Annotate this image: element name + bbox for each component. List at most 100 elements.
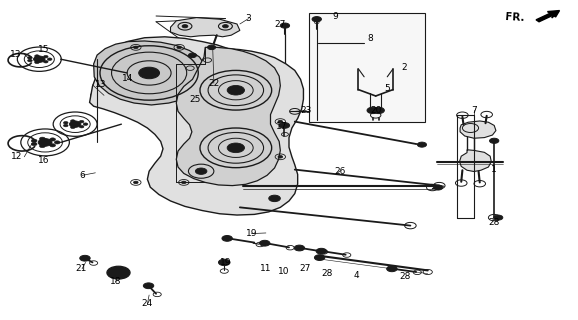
Circle shape — [134, 46, 138, 49]
Circle shape — [227, 143, 244, 153]
Text: 3: 3 — [246, 14, 251, 23]
Circle shape — [223, 25, 228, 28]
Text: 13: 13 — [95, 80, 107, 89]
Circle shape — [83, 123, 88, 125]
Circle shape — [31, 139, 37, 142]
Text: 23: 23 — [301, 106, 312, 115]
Text: 1: 1 — [491, 165, 497, 174]
Circle shape — [188, 53, 197, 58]
Circle shape — [71, 120, 75, 122]
Text: 22: 22 — [208, 79, 220, 88]
Circle shape — [31, 142, 37, 146]
Circle shape — [38, 139, 52, 146]
Circle shape — [490, 138, 499, 143]
Text: 7: 7 — [471, 106, 477, 115]
Circle shape — [294, 245, 305, 251]
FancyArrow shape — [536, 11, 560, 22]
Circle shape — [34, 56, 45, 62]
Circle shape — [227, 85, 244, 95]
Circle shape — [278, 156, 283, 158]
Circle shape — [39, 144, 45, 148]
Text: 14: 14 — [121, 74, 133, 83]
Text: 19: 19 — [246, 229, 257, 238]
Circle shape — [260, 240, 270, 246]
Circle shape — [279, 123, 290, 128]
Text: 28: 28 — [321, 269, 332, 278]
Circle shape — [50, 138, 55, 141]
Text: 20: 20 — [370, 106, 381, 115]
Circle shape — [47, 58, 52, 60]
Text: 6: 6 — [79, 171, 85, 180]
Circle shape — [314, 255, 325, 260]
Text: 21: 21 — [75, 264, 87, 273]
Text: 26: 26 — [334, 167, 346, 176]
Text: 11: 11 — [260, 264, 272, 273]
Circle shape — [116, 271, 121, 274]
Bar — [309, 13, 425, 122]
Circle shape — [112, 269, 125, 276]
Polygon shape — [460, 121, 496, 138]
Text: 19: 19 — [220, 258, 231, 267]
Circle shape — [278, 120, 283, 123]
Circle shape — [218, 259, 230, 266]
Text: 10: 10 — [277, 268, 289, 276]
Text: 15: 15 — [38, 45, 49, 54]
Text: 16: 16 — [38, 156, 49, 164]
Text: 12: 12 — [10, 152, 22, 161]
Text: 27: 27 — [275, 20, 286, 29]
Circle shape — [35, 55, 39, 57]
Circle shape — [222, 236, 232, 241]
Circle shape — [312, 17, 321, 22]
Circle shape — [80, 255, 90, 261]
Text: 27: 27 — [299, 264, 310, 273]
Circle shape — [50, 144, 55, 147]
Text: 28: 28 — [488, 218, 500, 227]
Text: 18: 18 — [110, 277, 121, 286]
Circle shape — [139, 67, 160, 79]
Text: 5: 5 — [384, 84, 390, 92]
Circle shape — [79, 125, 84, 128]
Circle shape — [208, 45, 216, 50]
Circle shape — [177, 46, 181, 49]
Circle shape — [35, 61, 39, 64]
Circle shape — [69, 121, 81, 127]
Circle shape — [143, 283, 154, 289]
Circle shape — [43, 55, 48, 58]
Circle shape — [107, 266, 130, 279]
Circle shape — [54, 141, 60, 144]
Text: 17: 17 — [276, 122, 288, 131]
Circle shape — [434, 185, 443, 190]
Circle shape — [64, 122, 68, 124]
Text: 2: 2 — [402, 63, 407, 72]
Circle shape — [280, 23, 290, 28]
Circle shape — [79, 120, 84, 123]
Circle shape — [71, 126, 75, 129]
Circle shape — [64, 124, 68, 127]
Circle shape — [28, 57, 32, 59]
Circle shape — [417, 142, 427, 147]
Text: 28: 28 — [399, 272, 410, 281]
Text: 25: 25 — [190, 95, 201, 104]
Circle shape — [387, 266, 397, 272]
Circle shape — [494, 215, 503, 220]
Circle shape — [316, 248, 327, 254]
Circle shape — [269, 195, 280, 202]
Circle shape — [195, 168, 207, 174]
Circle shape — [28, 59, 32, 62]
Text: 8: 8 — [367, 34, 373, 43]
Circle shape — [181, 181, 186, 184]
Circle shape — [134, 181, 138, 184]
Text: 24: 24 — [142, 300, 153, 308]
Circle shape — [367, 107, 379, 114]
Polygon shape — [90, 37, 303, 215]
Text: FR.: FR. — [505, 12, 525, 23]
Circle shape — [39, 137, 45, 140]
Circle shape — [43, 60, 48, 63]
Polygon shape — [460, 150, 491, 172]
Circle shape — [373, 107, 384, 114]
Text: 9: 9 — [332, 12, 338, 20]
Text: 13: 13 — [10, 50, 22, 59]
Text: 4: 4 — [354, 271, 360, 280]
Polygon shape — [171, 18, 240, 37]
Polygon shape — [176, 47, 280, 186]
